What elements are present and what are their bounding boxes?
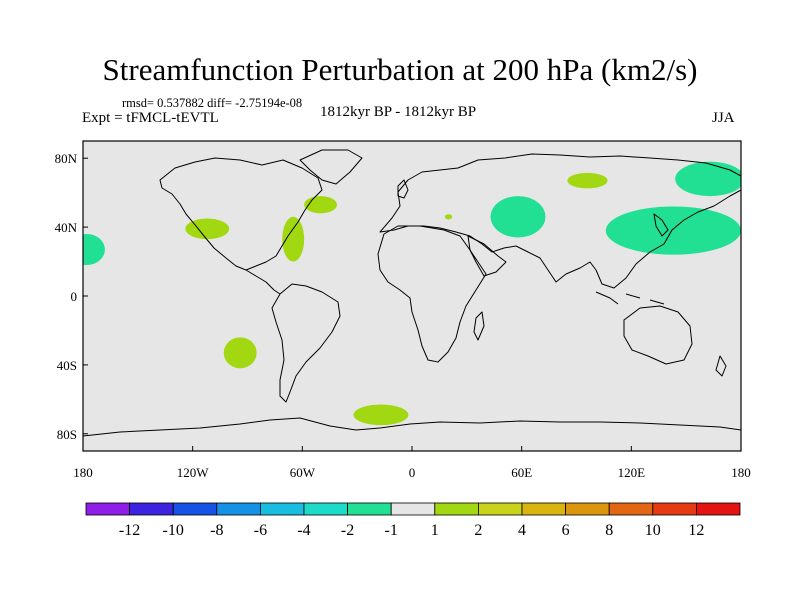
lon-tick-label: 180 bbox=[73, 465, 93, 480]
coastline-australia bbox=[623, 305, 693, 365]
lon-tick-label: 60W bbox=[290, 465, 316, 480]
lat-tick-label: 80S bbox=[57, 427, 77, 442]
lat-tick-label: 0 bbox=[71, 289, 78, 304]
colorbar: -12 -10 -8 -6 -4 -2 -1 1 2 4 6 8 10 12 bbox=[85, 502, 741, 539]
lon-tick-label: 60E bbox=[511, 465, 532, 480]
lon-tick-label: 180 bbox=[731, 465, 751, 480]
colorbar-label: 1 bbox=[431, 522, 439, 539]
lat-tick-label: 80N bbox=[55, 151, 78, 166]
coastline-japan bbox=[653, 213, 669, 237]
colorbar-label: 6 bbox=[562, 522, 570, 539]
lat-tick-label: 40N bbox=[55, 220, 78, 235]
colorbar-swatch bbox=[390, 502, 436, 516]
coastline-new-zealand bbox=[715, 355, 727, 377]
period-label: 1812kyr BP - 1812kyr BP bbox=[320, 104, 477, 120]
map-axes: 80N 40N 0 40S 80S 180 120W 60W 0 60E 120E 180 bbox=[55, 151, 751, 480]
coastline-eurasia bbox=[379, 153, 741, 289]
coastline-indonesia bbox=[595, 291, 665, 305]
season-label: JJA bbox=[712, 110, 735, 126]
colorbar-label: -8 bbox=[210, 522, 223, 539]
anomaly-europe bbox=[444, 214, 453, 220]
colorbar-label: 4 bbox=[518, 522, 526, 539]
colorbar-label: 10 bbox=[645, 522, 661, 539]
colorbar-swatch bbox=[303, 502, 348, 516]
anomaly-north-atlantic bbox=[304, 196, 338, 214]
colorbar-swatch bbox=[172, 502, 218, 516]
anomaly-east-asia-pacific bbox=[605, 206, 741, 255]
colorbar-label: -10 bbox=[163, 522, 184, 539]
lat-tick-label: 40S bbox=[57, 358, 77, 373]
anomaly-western-atlantic bbox=[282, 216, 305, 262]
anomaly-central-asia bbox=[490, 196, 546, 238]
colorbar-label: 2 bbox=[474, 522, 482, 539]
colorbar-swatch bbox=[652, 502, 697, 516]
colorbar-swatch bbox=[477, 502, 523, 516]
coastline-africa bbox=[377, 225, 487, 363]
colorbar-swatch bbox=[85, 502, 130, 516]
colorbar-label: -12 bbox=[119, 522, 140, 539]
lon-tick-label: 120E bbox=[618, 465, 646, 480]
colorbar-label: 8 bbox=[605, 522, 613, 539]
coastline-madagascar bbox=[473, 311, 485, 341]
anomaly-nw-pacific bbox=[675, 161, 741, 197]
coastline-arabia bbox=[467, 235, 507, 277]
anomaly-siberia bbox=[567, 172, 608, 189]
colorbar-swatch bbox=[565, 502, 610, 516]
colorbar-label: -2 bbox=[341, 522, 354, 539]
colorbar-swatch bbox=[347, 502, 392, 516]
colorbar-swatch bbox=[259, 502, 305, 516]
coastline-north-america bbox=[159, 157, 323, 271]
coastline-antarctica bbox=[83, 417, 741, 437]
anomaly-contours bbox=[83, 161, 741, 426]
coastline-south-america bbox=[271, 283, 341, 403]
colorbar-swatch bbox=[608, 502, 654, 516]
anomaly-western-us bbox=[185, 218, 230, 240]
colorbar-swatch bbox=[521, 502, 566, 516]
lon-tick-label: 0 bbox=[409, 465, 416, 480]
plot-title: Streamfunction Perturbation at 200 hPa (… bbox=[102, 52, 698, 87]
coastlines bbox=[83, 149, 741, 437]
colorbar-swatch bbox=[216, 502, 261, 516]
colorbar-swatch bbox=[129, 502, 174, 516]
anomaly-south-atlantic-antarctic bbox=[353, 404, 409, 426]
coastline-central-america bbox=[245, 269, 281, 295]
colorbar-swatch bbox=[434, 502, 479, 516]
colorbar-label: 12 bbox=[688, 522, 704, 539]
coastline-greenland bbox=[299, 149, 363, 185]
anomaly-n-pacific-east bbox=[83, 234, 105, 265]
rmsd-diff-stats: rmsd= 0.537882 diff= -2.75194e-08 bbox=[122, 96, 303, 110]
colorbar-label: -6 bbox=[254, 522, 267, 539]
lon-tick-label: 120W bbox=[177, 465, 210, 480]
colorbar-label: -1 bbox=[385, 522, 398, 539]
experiment-label: Expt = tFMCL-tEVTL bbox=[82, 110, 219, 126]
colorbar-label: -4 bbox=[297, 522, 310, 539]
anomaly-south-pacific bbox=[223, 337, 257, 369]
map-background bbox=[83, 141, 741, 451]
coastline-british-isles bbox=[397, 179, 409, 199]
colorbar-swatch bbox=[696, 502, 741, 516]
